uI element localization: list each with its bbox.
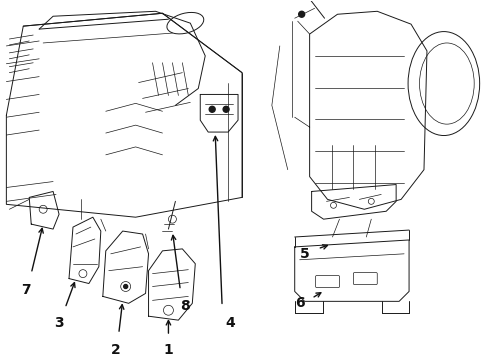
Circle shape bbox=[209, 106, 215, 112]
Circle shape bbox=[223, 106, 229, 112]
Text: 6: 6 bbox=[295, 296, 304, 310]
Text: 4: 4 bbox=[225, 316, 235, 330]
Text: 5: 5 bbox=[300, 247, 310, 261]
Text: 8: 8 bbox=[180, 299, 190, 313]
Circle shape bbox=[299, 11, 305, 17]
Text: 3: 3 bbox=[54, 316, 64, 330]
Text: 2: 2 bbox=[111, 343, 121, 357]
Text: 7: 7 bbox=[22, 283, 31, 297]
Circle shape bbox=[123, 284, 128, 288]
Text: 1: 1 bbox=[164, 343, 173, 357]
